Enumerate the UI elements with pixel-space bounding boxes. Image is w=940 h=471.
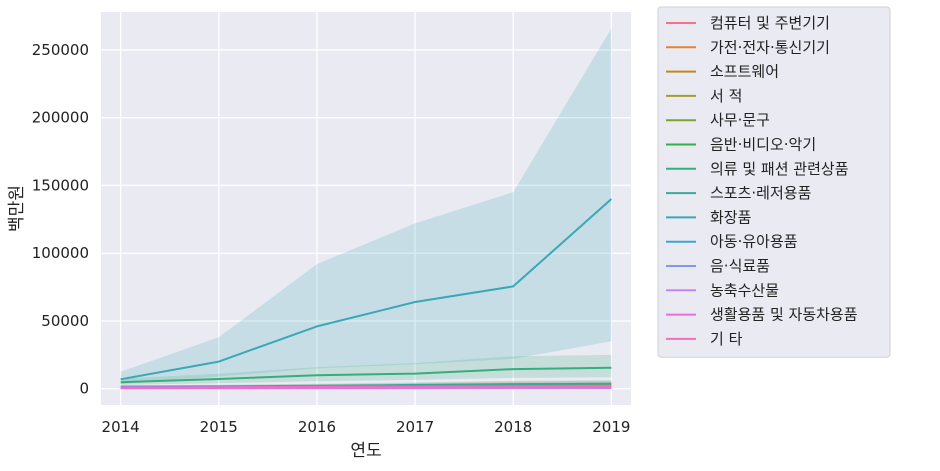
x-tick-label: 2018 xyxy=(494,418,532,436)
legend-label: 생활용품 및 자동차용품 xyxy=(710,306,858,324)
legend-label: 음·식료품 xyxy=(710,257,770,275)
legend-label: 의류 및 패션 관련상품 xyxy=(710,160,849,178)
y-axis-ticks: 0 50000 100000 150000 200000 250000 xyxy=(32,41,89,398)
x-tick-label: 2016 xyxy=(298,418,336,436)
legend-label: 가전·전자·통신기기 xyxy=(710,38,830,56)
legend-label: 농축수산물 xyxy=(710,281,779,299)
confidence-band xyxy=(120,28,612,385)
legend-label: 아동·유아용품 xyxy=(710,233,798,251)
series-line xyxy=(120,386,612,389)
y-tick-label: 150000 xyxy=(32,176,89,194)
x-axis-label: 연도 xyxy=(350,441,381,461)
x-tick-label: 2014 xyxy=(102,418,140,436)
y-tick-label: 250000 xyxy=(32,41,89,59)
legend-label: 서 적 xyxy=(710,87,742,105)
y-axis-label: 백만원 xyxy=(7,185,27,232)
x-tick-label: 2015 xyxy=(200,418,238,436)
legend-label: 컴퓨터 및 주변기기 xyxy=(710,14,830,32)
legend-box xyxy=(657,6,891,358)
y-tick-label: 200000 xyxy=(32,109,89,127)
series-lines xyxy=(120,198,613,390)
y-tick-label: 0 xyxy=(79,380,89,398)
legend-label: 스포츠·레저용품 xyxy=(710,184,811,202)
legend-label: 사무·문구 xyxy=(710,111,770,129)
series-line xyxy=(120,198,613,381)
legend-label: 음반·비디오·악기 xyxy=(710,136,816,154)
plot-area xyxy=(101,12,631,405)
legend-label: 화장품 xyxy=(710,208,751,226)
y-tick-label: 50000 xyxy=(41,312,89,330)
x-tick-label: 2017 xyxy=(396,418,434,436)
y-tick-label: 100000 xyxy=(32,244,89,262)
x-tick-label: 2019 xyxy=(592,418,630,436)
grid xyxy=(101,12,631,405)
legend-label: 소프트웨어 xyxy=(710,63,779,81)
series-line xyxy=(120,366,612,384)
legend-label: 기 타 xyxy=(710,330,743,348)
x-axis-ticks: 2014 2015 2016 2017 2018 2019 xyxy=(102,418,631,436)
